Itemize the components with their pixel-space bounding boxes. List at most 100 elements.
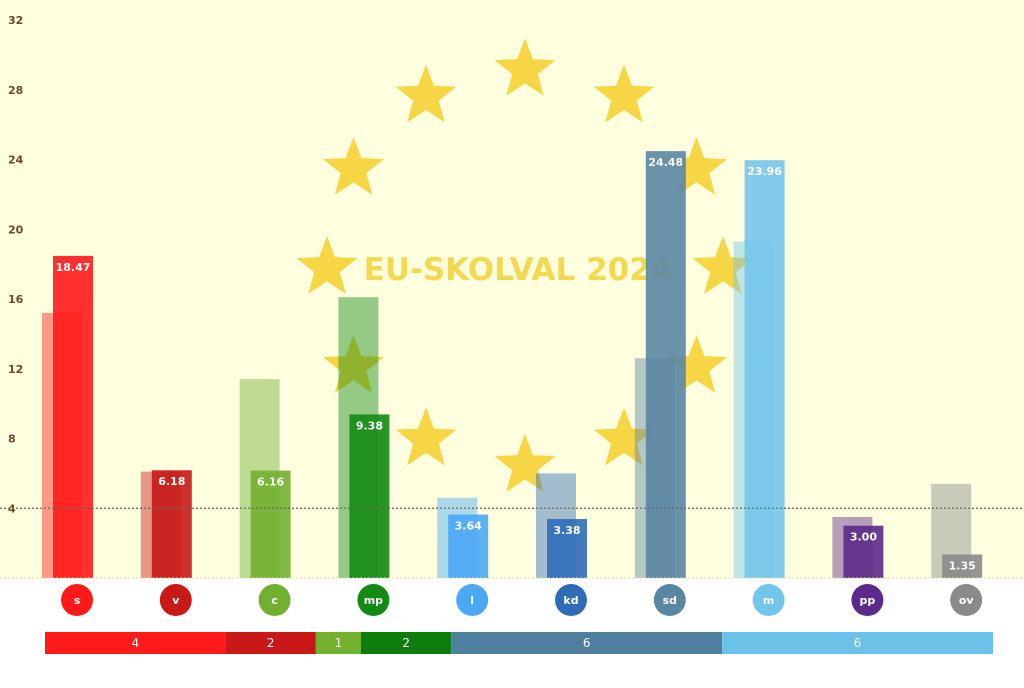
value-label-s: 18.47 [56, 261, 91, 274]
category-label: s [74, 594, 81, 607]
category-badge-c: c [258, 584, 291, 616]
bars: 18.47 6.18 6.16 9.38 3.64 3.38 24.48 23.96 3.00 1… [42, 151, 983, 579]
seat-segment: 6 [451, 632, 723, 654]
eu-star-icon [494, 38, 556, 96]
seat-segment-rect [315, 632, 361, 654]
value-label-sd: 24.48 [648, 156, 683, 169]
category-badge-s: s [61, 584, 93, 616]
y-tick-label: 8 [8, 433, 16, 446]
bar-group-sd: 24.48 [634, 151, 686, 578]
value-label-mp: 9.38 [356, 419, 383, 432]
seat-segment: 2 [225, 632, 316, 654]
value-label-l: 3.64 [455, 520, 482, 533]
value-label-m: 23.96 [747, 165, 782, 178]
seat-segment: 1 [315, 632, 361, 654]
category-badge-sd: sd [653, 584, 686, 616]
value-label-pp: 3.00 [850, 531, 877, 544]
seat-segment-label: 4 [131, 636, 139, 650]
category-badge-m: m [752, 584, 785, 616]
category-circle [258, 584, 291, 616]
category-badge-pp: pp [851, 584, 884, 616]
bar-current-mp [349, 414, 390, 578]
eu-star-icon [296, 236, 358, 294]
y-tick-label: 20 [8, 223, 24, 236]
eu-star-icon [395, 64, 457, 123]
eu-star-icon [666, 335, 727, 393]
bar-current-v [151, 470, 192, 578]
bar-current-ov [942, 554, 983, 578]
value-label-v: 6.18 [158, 475, 185, 488]
bar-group-kd: 3.38 [536, 473, 587, 578]
seat-segment-rect [45, 632, 226, 654]
eu-star-icon [666, 137, 727, 195]
eu-star-icon [323, 335, 384, 393]
seat-segment-rect [361, 632, 452, 654]
eu-star-icon [593, 407, 655, 466]
bar-group-pp: 3.00 [832, 516, 884, 578]
eu-star-icon [494, 434, 556, 492]
bar-group-s: 18.47 [42, 255, 93, 578]
value-label-ov: 1.35 [949, 559, 976, 572]
category-label: c [271, 594, 278, 607]
value-label-kd: 3.38 [553, 524, 580, 537]
category-circle [159, 584, 192, 616]
seat-segment-label: 6 [854, 636, 862, 650]
y-tick-label: 32 [8, 14, 23, 27]
bar-current-kd [547, 519, 587, 578]
watermark-text: EU-SKOLVAL 2024 [364, 252, 673, 288]
bar-group-l: 3.64 [437, 497, 489, 578]
bar-group-c: 6.16 [239, 379, 291, 578]
y-tick-label: 24 [8, 154, 24, 167]
bar-current-c [250, 470, 291, 578]
eu-star-icon [692, 236, 754, 294]
seat-segment-label: 6 [583, 636, 591, 650]
seat-segment: 6 [722, 632, 993, 654]
seat-segment-rect [225, 632, 316, 654]
category-circle [653, 584, 686, 616]
bar-current-m [744, 160, 785, 578]
seat-segment-label: 1 [335, 636, 343, 650]
category-label: pp [860, 594, 876, 607]
y-tick-label: 16 [8, 293, 24, 306]
category-badge-l: l [456, 584, 489, 616]
category-label: m [763, 594, 774, 607]
category-circle [61, 584, 93, 616]
category-badge-mp: mp [357, 584, 390, 616]
seat-segment-label: 2 [402, 636, 410, 650]
value-label-c: 6.16 [257, 476, 284, 489]
seat-segment: 4 [45, 632, 226, 654]
seat-distribution-bar: 4 2 1 2 6 6 [45, 632, 993, 654]
category-label: l [470, 594, 474, 607]
category-badge-kd: kd [555, 584, 587, 616]
category-circle [950, 584, 983, 616]
category-label: v [172, 594, 180, 607]
category-circle [357, 584, 390, 616]
category-label: ov [959, 594, 975, 607]
eu-star-icon [395, 407, 457, 466]
y-tick-label: 12 [8, 363, 23, 376]
eu-star-icon [323, 137, 384, 195]
category-label: sd [663, 594, 677, 607]
bar-current-s [53, 255, 93, 578]
category-badge-v: v [159, 584, 192, 616]
bar-current-l [448, 514, 489, 578]
bar-group-ov: 1.35 [931, 483, 983, 578]
eu-star-icon [593, 64, 655, 123]
category-circle [752, 584, 785, 616]
seat-segment-rect [722, 632, 993, 654]
bar-group-mp: 9.38 [338, 297, 390, 578]
category-circle [851, 584, 884, 616]
category-circle [555, 584, 587, 616]
bar-current-sd [645, 151, 686, 578]
category-badges: s v c mp l kd sd m pp ov [61, 584, 983, 616]
eu-stars-watermark [296, 38, 754, 492]
seat-segment-rect [451, 632, 723, 654]
category-badge-ov: ov [950, 584, 983, 616]
bar-current-pp [843, 525, 884, 578]
category-label: kd [563, 594, 578, 607]
y-tick-label: 28 [8, 84, 23, 97]
seat-segment: 2 [361, 632, 452, 654]
